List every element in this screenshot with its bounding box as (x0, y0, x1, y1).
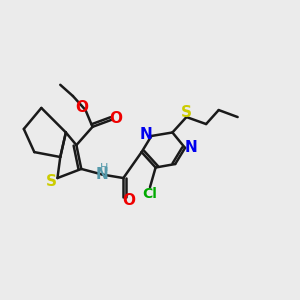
Text: O: O (122, 193, 135, 208)
Text: H: H (100, 163, 108, 173)
Text: N: N (140, 127, 153, 142)
Text: S: S (46, 174, 57, 189)
Text: O: O (75, 100, 88, 115)
Text: O: O (109, 111, 122, 126)
Text: N: N (184, 140, 197, 155)
Text: N: N (96, 167, 109, 182)
Text: S: S (181, 105, 192, 120)
Text: Cl: Cl (142, 187, 158, 201)
